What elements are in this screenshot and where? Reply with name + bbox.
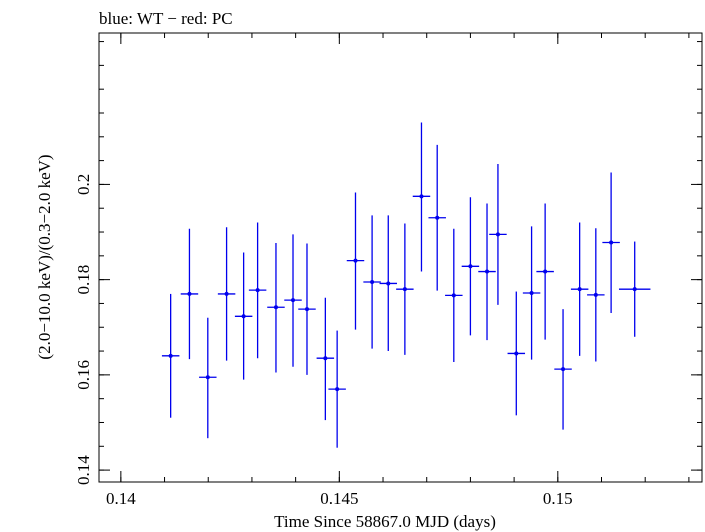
data-point: [587, 228, 605, 362]
point-marker: [273, 305, 278, 310]
point-marker: [609, 240, 614, 245]
y-tick-label: 0.18: [74, 265, 93, 295]
point-marker: [577, 287, 582, 292]
point-marker: [386, 281, 391, 286]
data-point: [180, 228, 199, 360]
data-point: [396, 223, 414, 355]
x-tick-label: 0.14: [106, 489, 136, 508]
data-point: [328, 330, 346, 448]
data-point: [346, 192, 365, 330]
point-marker: [187, 291, 192, 296]
point-marker: [353, 258, 358, 263]
point-marker: [451, 293, 456, 298]
plot-frame: [98, 32, 703, 483]
point-marker: [543, 269, 548, 274]
data-point: [489, 163, 507, 305]
point-marker: [335, 387, 340, 392]
x-axis-label: Time Since 58867.0 MJD (days): [274, 512, 496, 531]
data-point: [570, 222, 589, 356]
data-point: [507, 291, 526, 416]
data-point: [536, 203, 554, 340]
point-marker: [514, 351, 519, 356]
data-point: [248, 222, 267, 359]
plot-area: [161, 122, 651, 448]
point-marker: [255, 288, 260, 293]
point-marker: [205, 375, 210, 380]
point-marker: [224, 291, 229, 296]
data-point: [363, 215, 381, 349]
point-marker: [168, 353, 173, 358]
point-marker: [304, 307, 309, 312]
point-marker: [632, 287, 637, 292]
data-point: [618, 241, 651, 337]
data-point: [412, 122, 431, 272]
data-point: [298, 243, 316, 375]
y-tick-label: 0.16: [74, 360, 93, 390]
data-point: [284, 234, 302, 367]
y-axis-label: (2.0−10.0 keV)/(0.3−2.0 keV): [35, 154, 54, 359]
data-point: [445, 228, 463, 363]
point-marker: [468, 264, 473, 269]
point-marker: [529, 290, 534, 295]
y-tick-label: 0.2: [74, 174, 93, 195]
data-point: [554, 309, 572, 430]
data-point: [267, 242, 285, 373]
data-point: [199, 317, 217, 439]
point-marker: [561, 367, 566, 372]
data-point: [522, 226, 541, 360]
point-marker: [435, 215, 440, 220]
chart-title: blue: WT − red: PC: [99, 9, 233, 28]
point-marker: [419, 194, 424, 199]
point-marker: [291, 298, 296, 303]
point-marker: [495, 232, 500, 237]
point-marker: [241, 314, 246, 319]
data-point: [461, 197, 480, 336]
data-point: [428, 144, 446, 291]
point-marker: [323, 356, 328, 361]
point-marker: [485, 269, 490, 274]
data-point: [316, 297, 335, 421]
axes: 0.14 0.145 0.15 0.14 0.16 0.18 0.2: [74, 33, 702, 508]
data-point: [379, 215, 398, 352]
x-tick-label: 0.15: [543, 489, 573, 508]
data-point: [217, 227, 236, 361]
data-point: [478, 203, 496, 341]
y-tick-label: 0.14: [74, 455, 93, 485]
data-point: [234, 252, 253, 380]
data-point: [602, 172, 620, 313]
x-tick-label: 0.145: [320, 489, 358, 508]
data-point: [161, 293, 180, 418]
point-marker: [593, 292, 598, 297]
point-marker: [402, 287, 407, 292]
point-marker: [370, 280, 375, 285]
